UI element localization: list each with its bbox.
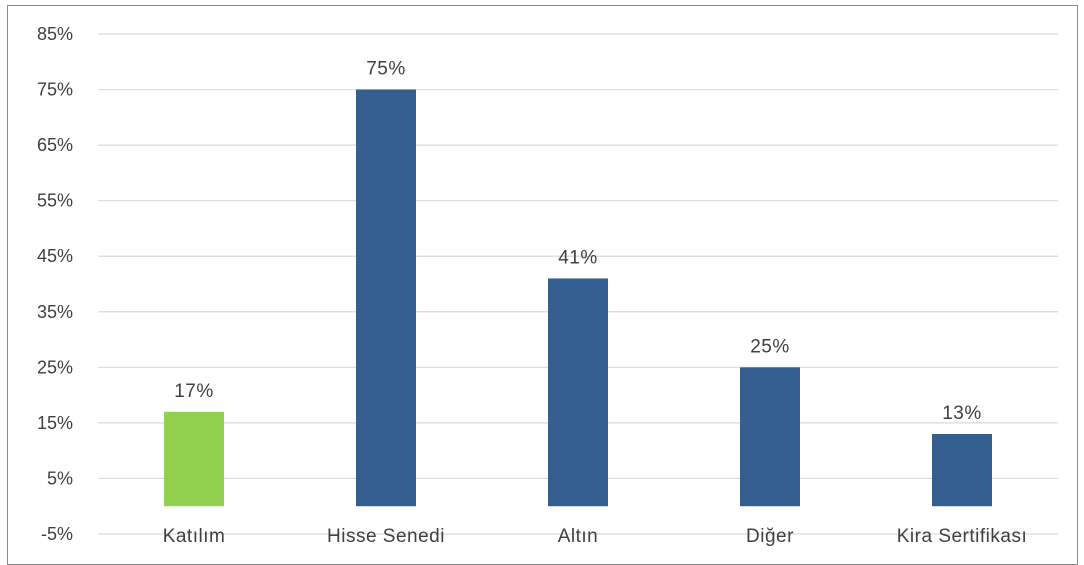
bar — [740, 367, 800, 507]
y-tick-label: -5% — [41, 524, 73, 544]
category-label: Katılım — [163, 526, 226, 547]
data-labels: 17% 75% 41% 25% 13% — [174, 59, 982, 424]
y-tick-label: 5% — [47, 468, 73, 488]
data-label: 25% — [750, 336, 790, 357]
bar — [932, 434, 992, 507]
y-tick-label: 35% — [37, 302, 73, 322]
bar — [164, 411, 224, 507]
x-axis-category-labels: Katılım Hisse Senedi Altın Diğer Kira Sertif… — [163, 526, 1027, 547]
y-tick-label: 25% — [37, 357, 73, 377]
y-axis-tick-labels: -5% 5% 15% 25% 35% 45% 55% 65% 75% 85% — [37, 24, 73, 544]
category-label: Hisse Senedi — [327, 526, 445, 547]
category-label: Kira Sertifikası — [897, 526, 1027, 547]
y-tick-label: 45% — [37, 246, 73, 266]
bar — [356, 89, 416, 507]
data-label: 75% — [366, 59, 406, 80]
y-tick-label: 15% — [37, 413, 73, 433]
category-label: Altın — [558, 526, 599, 547]
data-label: 17% — [174, 381, 214, 402]
y-tick-label: 65% — [37, 135, 73, 155]
bar — [548, 278, 608, 507]
category-label: Diğer — [746, 526, 794, 547]
data-label: 13% — [942, 403, 982, 424]
data-label: 41% — [558, 247, 598, 268]
bars — [164, 89, 992, 507]
y-tick-label: 55% — [37, 191, 73, 211]
gridlines — [98, 33, 1058, 535]
y-tick-label: 85% — [37, 24, 73, 44]
y-tick-label: 75% — [37, 80, 73, 100]
